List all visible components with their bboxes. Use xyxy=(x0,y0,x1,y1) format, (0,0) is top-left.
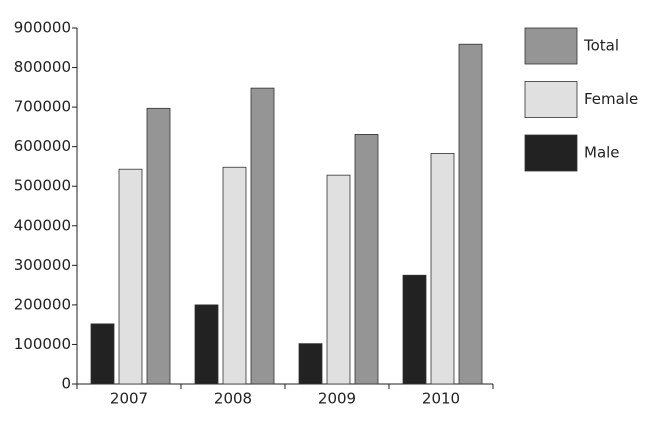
y-tick-label: 500000 xyxy=(14,177,71,195)
bar xyxy=(222,166,247,385)
bar xyxy=(354,134,379,385)
y-tick-label: 100000 xyxy=(14,335,71,353)
bar xyxy=(430,152,455,385)
y-tick-label: 0 xyxy=(61,375,71,393)
y-tick-label: 600000 xyxy=(14,137,71,155)
y-tick-label: 800000 xyxy=(14,58,71,76)
bar xyxy=(118,168,143,385)
legend-swatch xyxy=(524,134,578,172)
bar xyxy=(146,107,171,385)
y-tick-label: 700000 xyxy=(14,98,71,116)
y-tick-label: 400000 xyxy=(14,216,71,234)
x-tick-label: 2009 xyxy=(318,390,356,408)
legend-label: Female xyxy=(584,90,638,108)
y-tick-label: 900000 xyxy=(14,19,71,37)
x-tick-label: 2007 xyxy=(110,390,148,408)
bar xyxy=(458,43,483,385)
legend-swatch xyxy=(524,81,578,118)
legend-label: Male xyxy=(584,144,620,162)
bar xyxy=(326,174,351,385)
bar xyxy=(298,343,323,385)
bar xyxy=(250,87,275,385)
y-tick-label: 300000 xyxy=(14,256,71,274)
bar xyxy=(402,274,427,385)
x-tick-label: 2010 xyxy=(422,390,460,408)
legend-swatch xyxy=(524,27,578,65)
legend-label: Total xyxy=(583,37,619,55)
bar xyxy=(90,323,115,385)
y-tick-label: 200000 xyxy=(14,295,71,313)
x-tick-label: 2008 xyxy=(214,390,252,408)
bar xyxy=(194,304,219,385)
